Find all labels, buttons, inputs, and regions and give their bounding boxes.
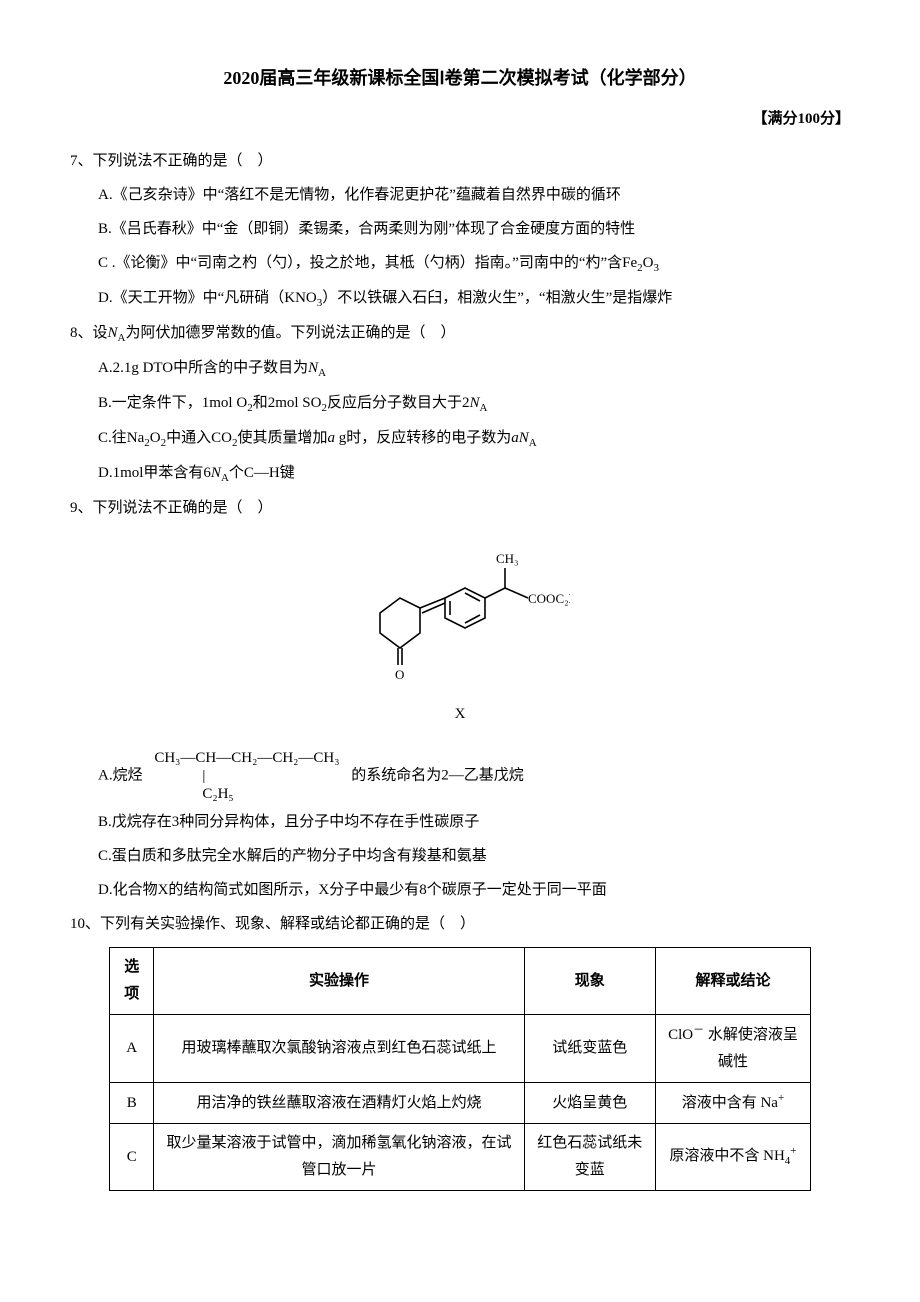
q8-C-a: a [327,430,335,446]
cell-op: 用玻璃棒蘸取次氯酸钠溶液点到红色石蕊试纸上 [154,1015,524,1083]
q8-D-pre: D.1mol甲苯含有6 [98,465,211,481]
svg-text:O: O [395,667,404,682]
cell-concl: ClO－ 水解使溶液呈碱性 [655,1015,810,1083]
concl-sup: － [693,1024,704,1036]
q8-C-mid3: 使其质量增加 [237,430,327,446]
cell-ph: 试纸变蓝色 [524,1015,655,1083]
q9-B: B.戊烷存在3种同分异构体，且分子中均不存在手性碳原子 [70,807,850,837]
q8-C-a2: a [511,430,519,446]
table-row: C 取少量某溶液于试管中，滴加稀氢氧化钠溶液，在试管口放一片 红色石蕊试纸未变蓝… [110,1124,811,1191]
q9-C: C.蛋白质和多肽完全水解后的产物分子中均含有羧基和氨基 [70,841,850,871]
q7-C-tail: O [643,255,654,271]
th-opt: 选项 [110,948,154,1015]
q8-stem-post: 为阿伏加德罗常数的值。下列说法正确的是（ ） [125,325,455,341]
svg-text:CH₃: CH₃ [496,551,519,566]
q9-A-structure: CH₃—CH—CH₂—CH₂—CH₃ | C₂H₅ [146,749,347,803]
th-concl: 解释或结论 [655,948,810,1015]
q7-C-pre: C .《论衡》中“司南之杓（勺），投之於地，其柢（勺柄）指南。”司南中的“杓”含… [98,255,637,271]
q8-D-N: N [211,465,221,481]
q7-D-post: ）不以铁碾入石臼，相激火生”，“相激火生”是指爆炸 [322,290,672,306]
q9-A-struct-bar: | [154,767,339,785]
q9-A-post: 的系统命名为2—乙基戊烷 [351,767,524,783]
q8-stem-pre: 8、设 [70,325,108,341]
cell-concl: 原溶液中不含 NH4+ [655,1124,810,1191]
q8-A: A.2.1g DTO中所含的中子数目为NA [70,353,850,384]
cell-ph: 火焰呈黄色 [524,1083,655,1124]
q8-B-post: 反应后分子数目大于2 [327,395,470,411]
concl-sup: + [790,1145,796,1157]
q8-B: B.一定条件下，1mol O2和2mol SO2反应后分子数目大于2NA [70,388,850,419]
q10-table: 选项 实验操作 现象 解释或结论 A 用玻璃棒蘸取次氯酸钠溶液点到红色石蕊试纸上… [109,947,811,1191]
q7-C-sub2: 3 [653,262,659,274]
q8-B-pre: B.一定条件下，1mol O [98,395,247,411]
q10-stem: 10、下列有关实验操作、现象、解释或结论都正确的是（ ） [70,909,850,939]
q8-stem: 8、设NA为阿伏加德罗常数的值。下列说法正确的是（ ） [70,318,850,349]
svg-text:COOC₂H₅: COOC₂H₅ [528,591,570,606]
q8-B-mid: 和2mol SO [253,395,322,411]
q8-A-Nsub: A [318,367,326,379]
q8-C-Nsub: A [529,437,537,449]
q8-D: D.1mol甲苯含有6NA个C—H键 [70,458,850,489]
q7-D-pre: D.《天工开物》中“凡研硝（KNO [98,290,317,306]
q8-C-mid4: g时，反应转移的电子数为 [335,430,511,446]
q8-B-Nsub: A [479,402,487,414]
q9-X-label: X [70,699,850,729]
cell-opt: C [110,1124,154,1191]
concl-post: 水解使溶液呈碱性 [704,1027,798,1070]
table-row: A 用玻璃棒蘸取次氯酸钠溶液点到红色石蕊试纸上 试纸变蓝色 ClO－ 水解使溶液… [110,1015,811,1083]
cell-concl: 溶液中含有 Na+ [655,1083,810,1124]
q8-C-mid1: O [150,430,161,446]
q9-A-struct-bot: C₂H₅ [154,785,339,803]
q7-D: D.《天工开物》中“凡研硝（KNO3）不以铁碾入石臼，相激火生”，“相激火生”是… [70,283,850,314]
q9-A-struct-top: CH₃—CH—CH₂—CH₂—CH₃ [154,749,339,767]
q7-A: A.《己亥杂诗》中“落红不是无情物，化作春泥更护花”蕴藏着自然界中碳的循环 [70,180,850,210]
cell-op: 取少量某溶液于试管中，滴加稀氢氧化钠溶液，在试管口放一片 [154,1124,524,1191]
q8-A-pre: A.2.1g DTO中所含的中子数目为 [98,360,308,376]
q9-A-pre: A.烷烃 [98,767,143,783]
q8-C-N: N [519,430,529,446]
concl-pre: 溶液中含有 Na [682,1095,778,1111]
concl-pre: ClO [668,1027,693,1043]
q9-A: A.烷烃 CH₃—CH—CH₂—CH₂—CH₃ | C₂H₅ 的系统命名为2—乙… [70,749,850,803]
score-line: 【满分100分】 [70,104,850,134]
q8-C-pre: C.往Na [98,430,144,446]
q8-D-Nsub: A [221,472,229,484]
table-row: B 用洁净的铁丝蘸取溶液在酒精灯火焰上灼烧 火焰呈黄色 溶液中含有 Na+ [110,1083,811,1124]
q8-A-N: N [308,360,318,376]
q8-stem-N: N [108,325,118,341]
page-title: 2020届高三年级新课标全国Ⅰ卷第二次模拟考试（化学部分） [70,60,850,96]
q8-C: C.往Na2O2中通入CO2使其质量增加a g时，反应转移的电子数为aNA [70,423,850,454]
q9-structure-X: CH₃ COOC₂H₅ O X [70,543,850,729]
q8-D-post: 个C—H键 [229,465,295,481]
q9-D: D.化合物X的结构简式如图所示，X分子中最少有8个碳原子一定处于同一平面 [70,875,850,905]
q7-B: B.《吕氏春秋》中“金（即铜）柔锡柔，合两柔则为刚”体现了合金硬度方面的特性 [70,214,850,244]
q8-C-mid2: 中通入CO [166,430,232,446]
concl-sup: + [778,1092,784,1104]
table-header-row: 选项 实验操作 现象 解释或结论 [110,948,811,1015]
q9-stem: 9、下列说法不正确的是（ ） [70,493,850,523]
th-ph: 现象 [524,948,655,1015]
concl-pre: 原溶液中不含 NH [669,1148,784,1164]
q8-B-N: N [469,395,479,411]
th-op: 实验操作 [154,948,524,1015]
cell-opt: A [110,1015,154,1083]
cell-opt: B [110,1083,154,1124]
q7-C: C .《论衡》中“司南之杓（勺），投之於地，其柢（勺柄）指南。”司南中的“杓”含… [70,248,850,279]
cell-ph: 红色石蕊试纸未变蓝 [524,1124,655,1191]
q7-stem: 7、下列说法不正确的是（ ） [70,146,850,176]
cell-op: 用洁净的铁丝蘸取溶液在酒精灯火焰上灼烧 [154,1083,524,1124]
